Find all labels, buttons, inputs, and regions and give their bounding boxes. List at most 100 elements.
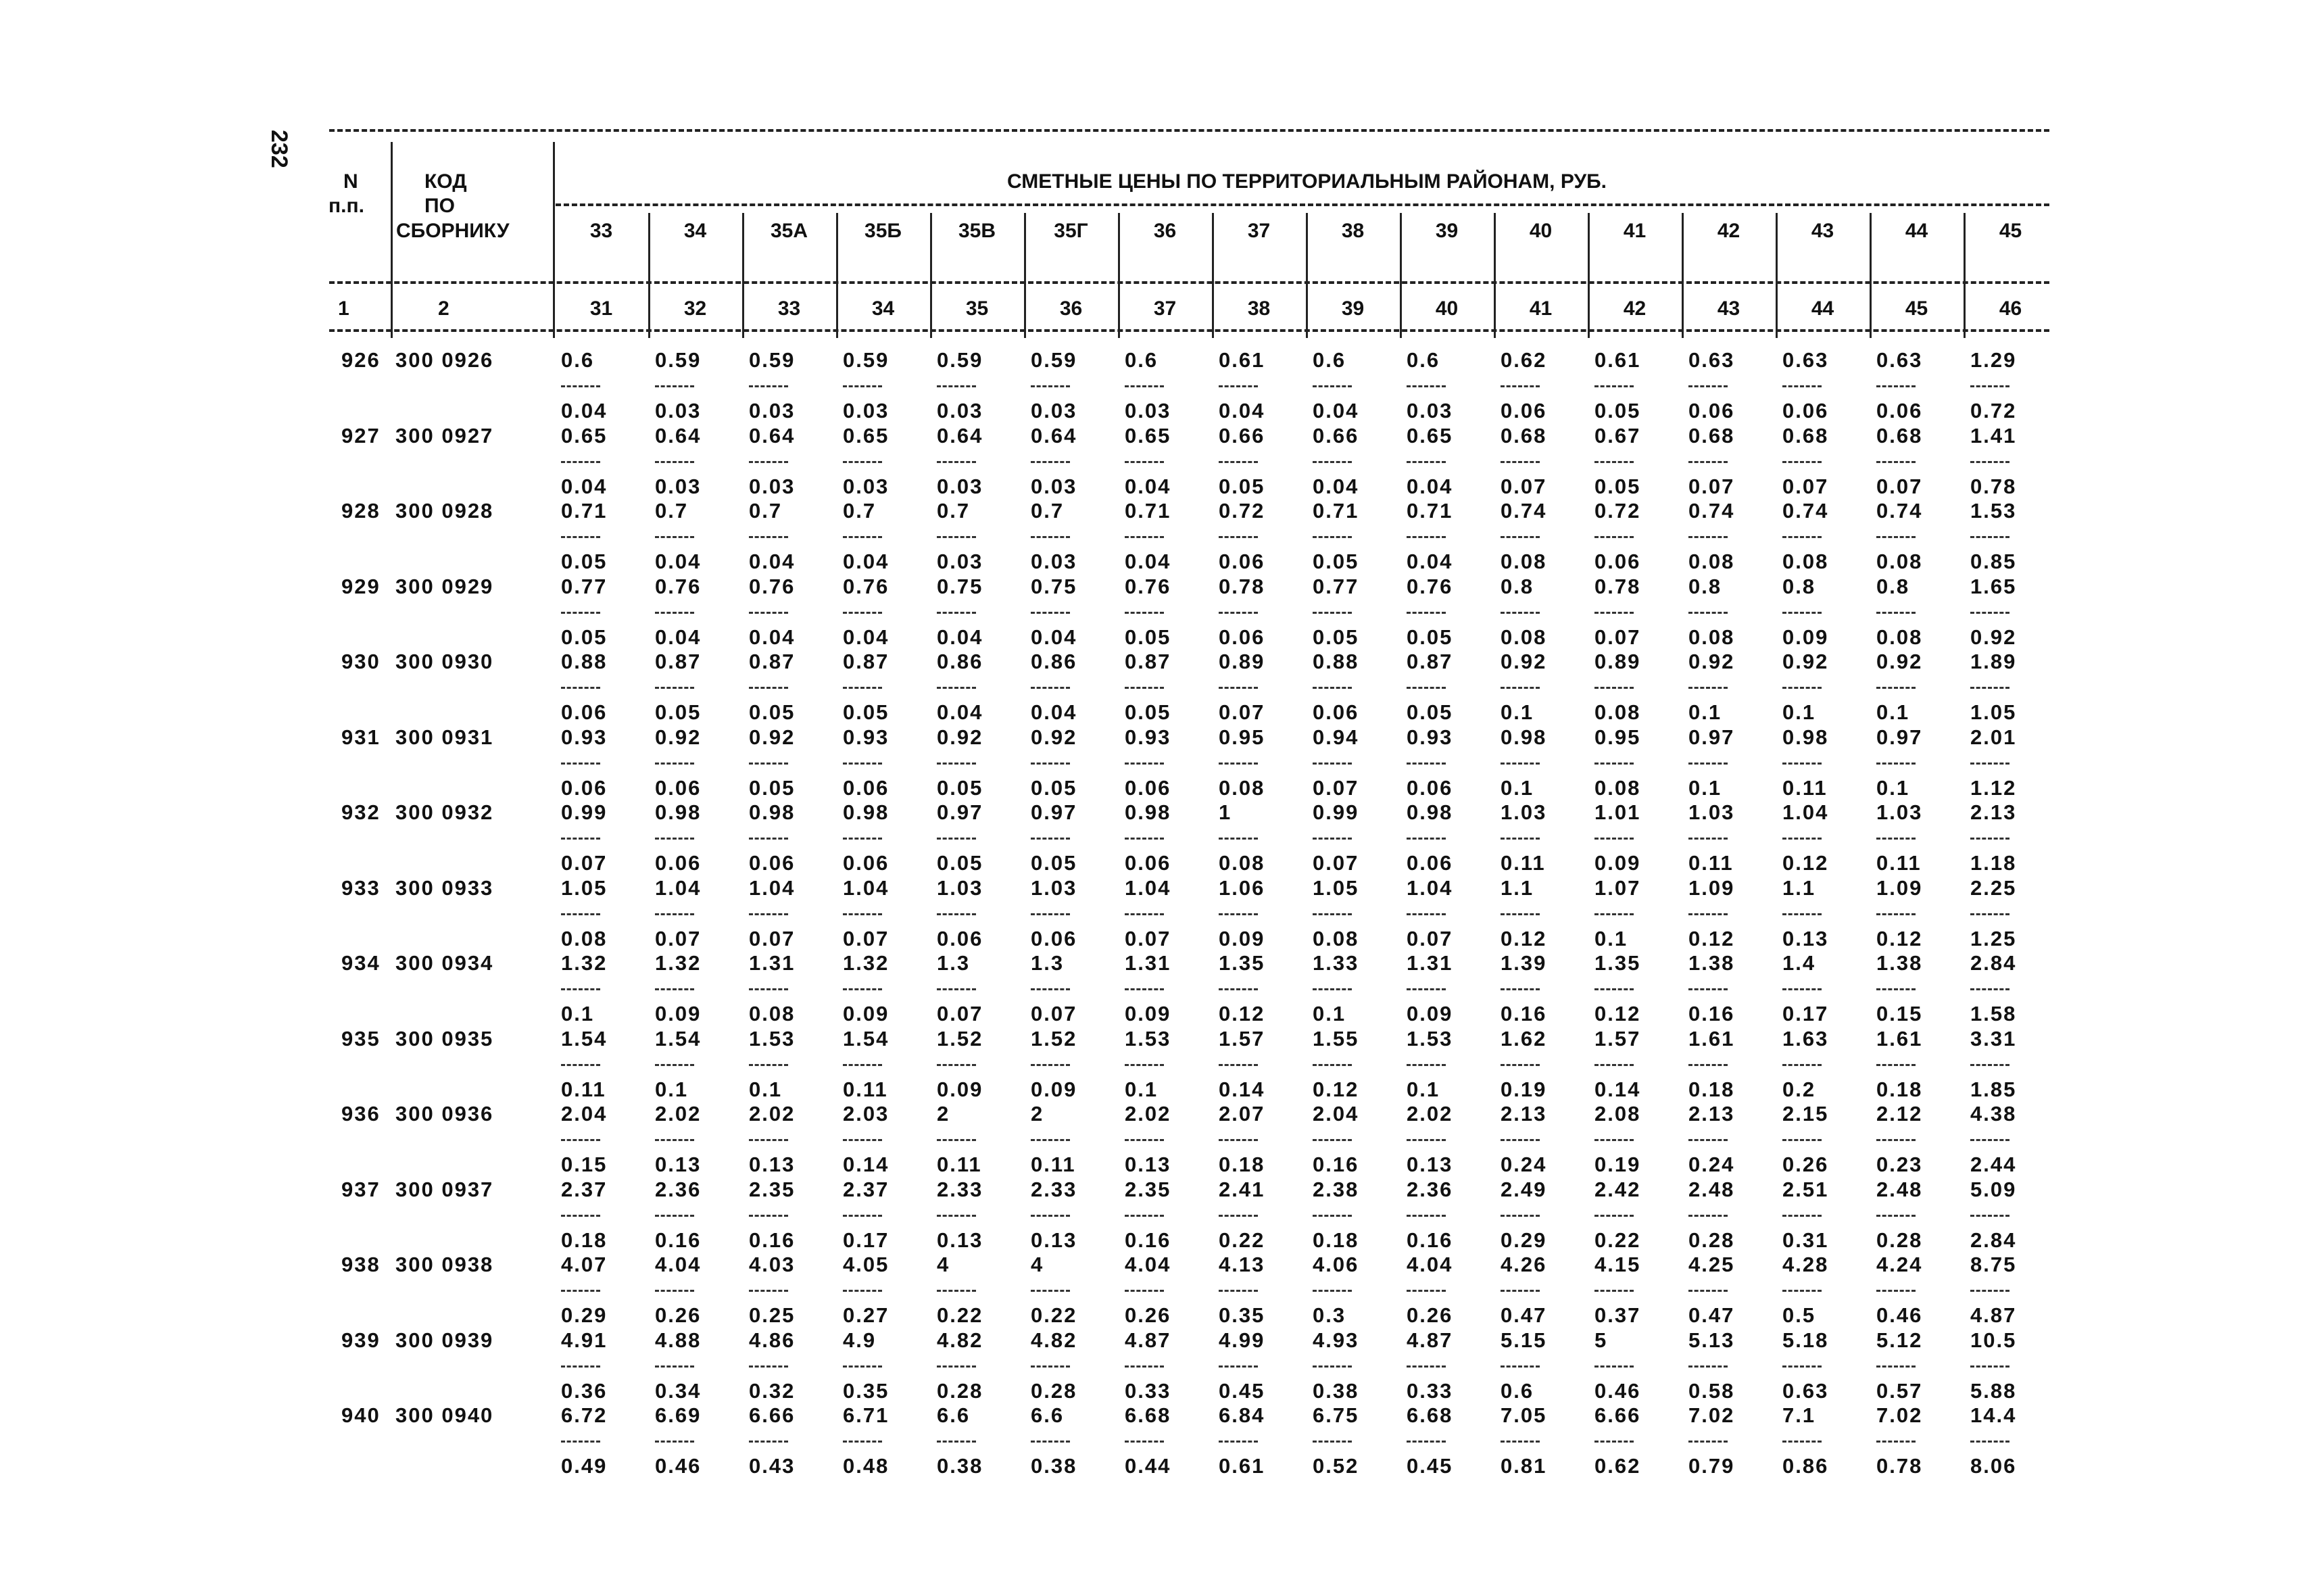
price-subvalue: 0.86	[1782, 1454, 1829, 1478]
fraction-bar	[749, 385, 788, 387]
price-value: 0.97	[937, 800, 983, 824]
price-subvalue: 0.13	[1407, 1153, 1453, 1176]
fraction-bar	[1501, 687, 1540, 689]
price-value: 2.13	[1970, 800, 2017, 824]
fraction-bar	[843, 1365, 882, 1368]
district-header: 35Г	[1054, 220, 1088, 242]
fraction-bar	[1407, 536, 1446, 538]
price-value: 0.92	[749, 725, 796, 749]
fraction-bar	[937, 988, 976, 990]
fraction-bar	[561, 687, 600, 689]
price-value: 0.66	[1313, 423, 1359, 448]
price-value: 1.65	[1970, 574, 2017, 598]
row-code: 300 0934	[395, 951, 494, 975]
price-value: 1.31	[749, 951, 796, 975]
price-subvalue: 0.03	[1031, 474, 1077, 498]
fraction-bar	[1031, 687, 1070, 689]
header-n: N	[343, 170, 358, 193]
price-subvalue: 1.85	[1970, 1077, 2017, 1101]
price-value: 7.02	[1688, 1403, 1735, 1427]
fraction-bar	[1501, 385, 1540, 387]
price-subvalue: 0.07	[937, 1002, 983, 1025]
fraction-bar	[655, 536, 694, 538]
price-value: 0.76	[843, 574, 890, 598]
row-number: 929	[341, 574, 381, 598]
fraction-bar	[1970, 460, 2009, 463]
price-value: 0.71	[1125, 499, 1171, 523]
price-value: 0.8	[1782, 574, 1816, 598]
fraction-bar	[1501, 762, 1540, 765]
price-subvalue: 0.06	[749, 851, 796, 875]
price-subvalue: 0.78	[1970, 474, 2017, 498]
price-value: 1.04	[749, 875, 796, 900]
fraction-bar	[1219, 1365, 1258, 1368]
price-subvalue: 0.18	[1313, 1228, 1359, 1252]
fraction-bar	[843, 838, 882, 840]
price-value: 1.4	[1782, 951, 1816, 975]
fraction-bar	[1125, 1441, 1164, 1443]
row-number: 927	[341, 423, 381, 448]
price-value: 1.54	[561, 1026, 608, 1050]
price-value: 1.61	[1876, 1026, 1923, 1050]
price-value: 3.31	[1970, 1026, 2017, 1050]
price-subvalue: 0.07	[1125, 926, 1171, 950]
fraction-bar	[1594, 611, 1634, 614]
price-value: 0.74	[1501, 499, 1547, 523]
fraction-bar	[1501, 1365, 1540, 1368]
price-subvalue: 0.18	[561, 1228, 608, 1252]
price-subvalue: 0.29	[561, 1303, 608, 1327]
price-subvalue: 0.1	[655, 1077, 689, 1101]
column-number: 31	[589, 297, 613, 320]
district-header: 34	[683, 220, 707, 242]
price-value: 0.71	[1407, 499, 1453, 523]
fraction-bar	[561, 1365, 600, 1368]
price-value: 1.32	[561, 951, 608, 975]
fraction-bar	[655, 1214, 694, 1217]
price-subvalue: 0.19	[1594, 1153, 1641, 1176]
price-value: 4	[1031, 1253, 1044, 1276]
price-subvalue: 0.07	[1313, 775, 1359, 800]
price-value: 2.02	[1125, 1102, 1171, 1126]
price-value: 6.84	[1219, 1403, 1265, 1427]
fraction-bar	[1125, 1365, 1164, 1368]
fraction-bar	[561, 913, 600, 915]
price-subvalue: 0.03	[937, 550, 983, 573]
price-subvalue: 0.09	[1125, 1002, 1171, 1025]
price-value: 0.76	[1125, 574, 1171, 598]
row-code: 300 0928	[395, 499, 494, 523]
price-subvalue: 0.13	[749, 1153, 796, 1176]
price-value: 0.87	[655, 650, 702, 673]
fraction-bar	[1688, 1365, 1728, 1368]
fraction-bar	[1313, 1063, 1352, 1066]
price-subvalue: 0.06	[1219, 625, 1265, 649]
price-value: 0.77	[1313, 574, 1359, 598]
price-value: 4.04	[1125, 1253, 1171, 1276]
header-title: СМЕТНЫЕ ЦЕНЫ ПО ТЕРРИТОРИАЛЬНЫМ РАЙОНАМ,…	[1007, 170, 1607, 193]
price-subvalue: 0.06	[1594, 550, 1641, 573]
price-value: 0.7	[937, 499, 971, 523]
column-divider	[1118, 213, 1120, 338]
price-subvalue: 0.04	[1407, 550, 1453, 573]
price-value: 0.64	[655, 423, 702, 448]
price-subvalue: 0.38	[1313, 1378, 1359, 1403]
price-value: 1.52	[1031, 1026, 1077, 1050]
fraction-bar	[749, 762, 788, 765]
price-subvalue: 0.07	[1407, 926, 1453, 950]
price-value: 2	[1031, 1102, 1044, 1126]
column-divider	[648, 213, 650, 338]
price-value: 1.09	[1688, 875, 1735, 900]
price-value: 0.6	[561, 348, 595, 372]
price-value: 1.32	[655, 951, 702, 975]
fraction-bar	[937, 838, 976, 840]
price-value: 2.04	[1313, 1102, 1359, 1126]
price-subvalue: 0.33	[1407, 1378, 1453, 1403]
price-value: 0.92	[1688, 650, 1735, 673]
row-code: 300 0929	[395, 574, 494, 598]
fraction-bar	[1782, 1441, 1822, 1443]
price-value: 0.65	[1125, 423, 1171, 448]
column-divider	[1400, 213, 1402, 338]
row-number: 932	[341, 800, 381, 824]
fraction-bar	[1594, 913, 1634, 915]
price-value: 4.04	[1407, 1253, 1453, 1276]
price-subvalue: 0.25	[749, 1303, 796, 1327]
